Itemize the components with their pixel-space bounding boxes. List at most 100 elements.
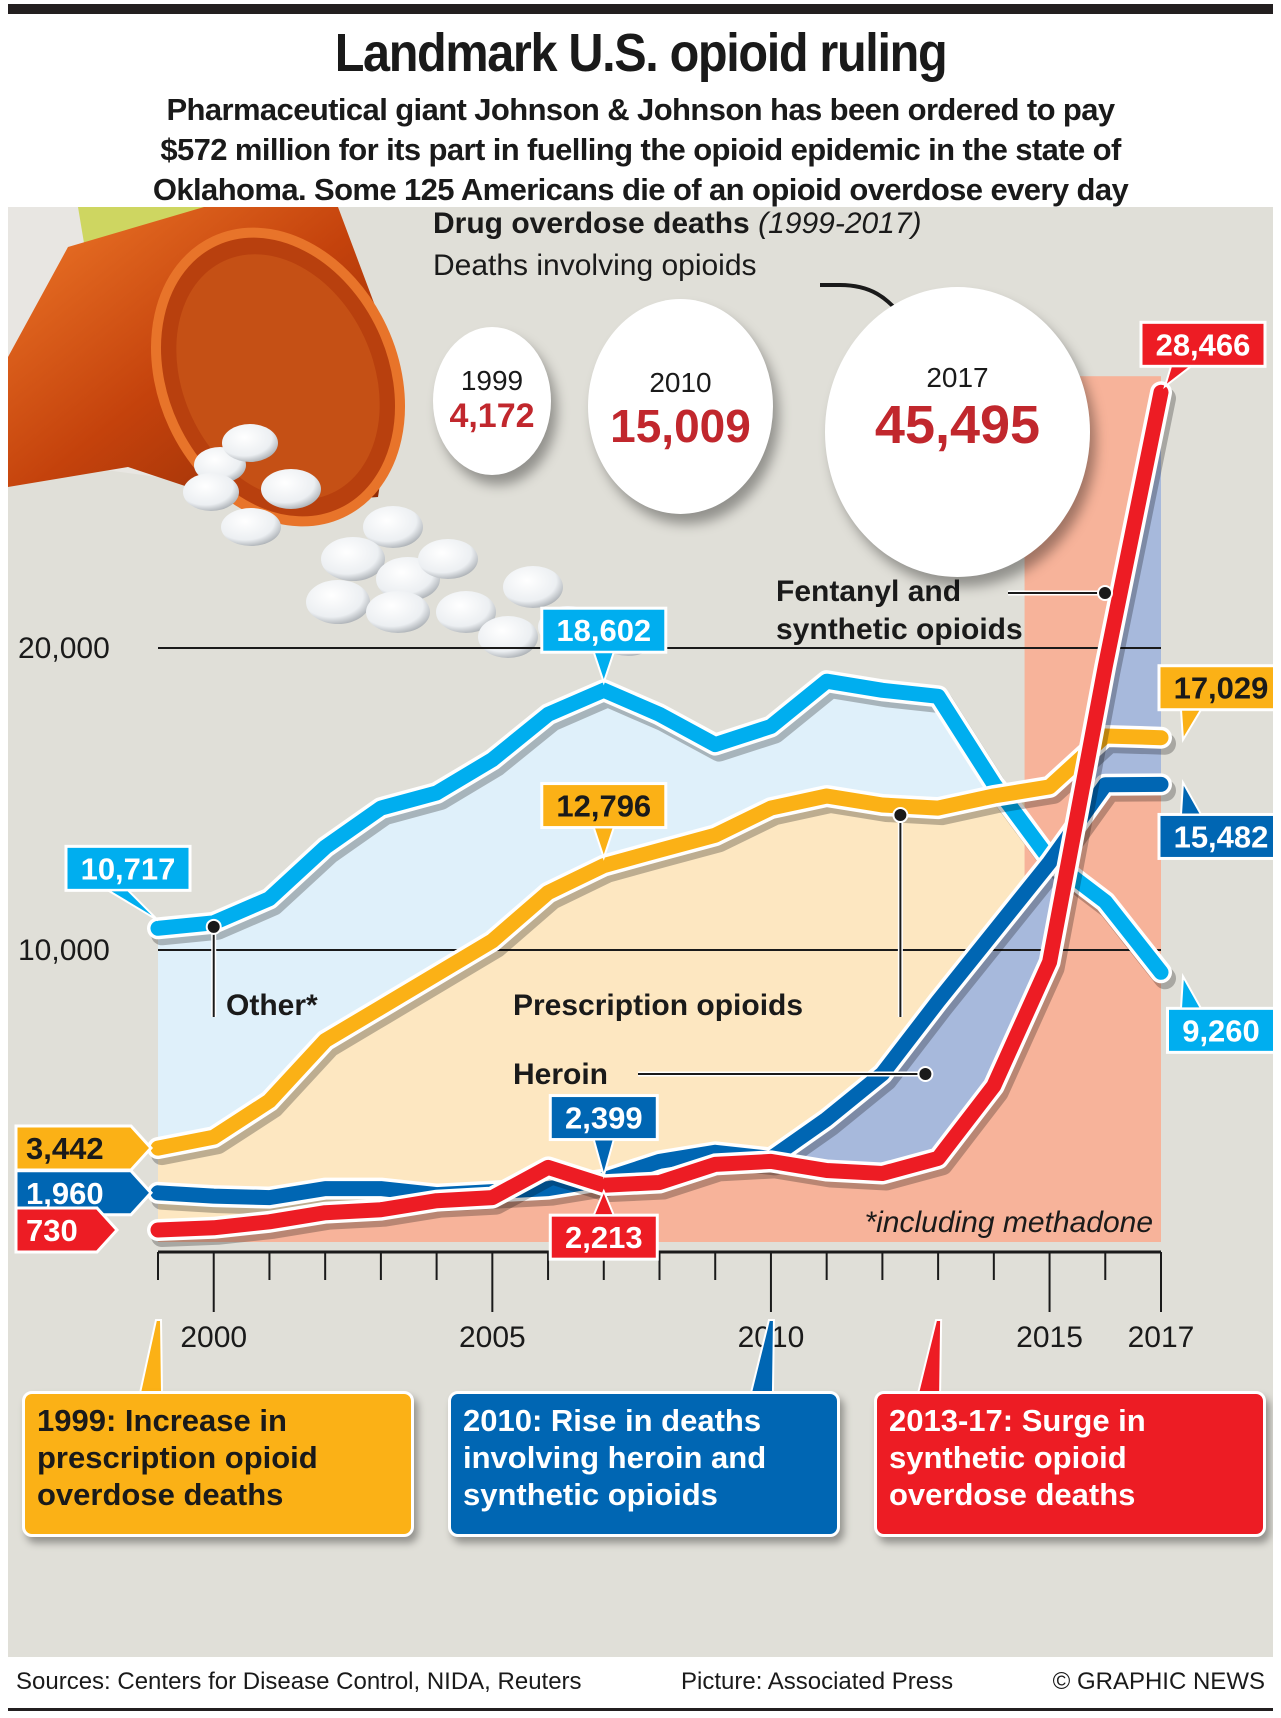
data-label-text: 10,717 (81, 851, 176, 886)
x-tick-label: 2015 (1016, 1321, 1083, 1354)
circle-year: 1999 (460, 365, 524, 396)
footer: Sources: Centers for Disease Control, NI… (8, 1668, 1273, 1696)
footnote: *including methadone (864, 1206, 1153, 1239)
circle-value: 45,495 (874, 395, 1041, 455)
summary-period: (1999-2017) (758, 207, 922, 240)
data-label-text: 2,399 (565, 1101, 643, 1136)
annotation-prescription: Prescription opioids (513, 989, 803, 1022)
data-label-pointer (592, 651, 616, 686)
data-label-other-1999: 10,717 (64, 844, 192, 922)
data-label-pointer (1179, 972, 1203, 1010)
circle-value: 4,172 (449, 397, 535, 435)
subtitle-line: Oklahoma. Some 125 Americans die of an o… (152, 172, 1129, 207)
data-label-pointer (592, 1138, 616, 1180)
callout-synthetic: 2013-17: Surge in synthetic opioid overd… (874, 1391, 1266, 1537)
data-label-synthetic-2017: 28,466 (1139, 320, 1267, 390)
data-label-text: 18,602 (556, 613, 651, 648)
data-label-prescription-2007: 12,796 (540, 782, 668, 861)
callout-heroin: 2010: Rise in deaths involving heroin an… (448, 1391, 840, 1537)
data-label-synthetic-2007: 2,213 (548, 1188, 659, 1261)
callout-line: synthetic opioid (889, 1440, 1127, 1475)
data-label-pointer (1179, 779, 1203, 816)
circle-year: 2017 (926, 362, 989, 393)
sources: Sources: Centers for Disease Control, NI… (16, 1668, 582, 1695)
annotation-synthetic-line2: synthetic opioids (776, 613, 1023, 646)
subtitle-line: $572 million for its part in fuelling th… (160, 132, 1121, 167)
leader-dot (892, 807, 909, 824)
data-label-box (14, 1206, 120, 1254)
data-label-heroin-1999: 1,960 (14, 1169, 154, 1217)
data-label-text: 2,213 (565, 1220, 643, 1255)
data-label-pointer (592, 1188, 616, 1217)
data-label-text: 1,960 (26, 1176, 104, 1211)
summary-heading: Drug overdose deaths (1999-2017) (433, 207, 922, 241)
leader-dot (1097, 585, 1113, 601)
circle-1999: 1999 4,172 (433, 327, 551, 475)
data-label-text: 17,029 (1174, 671, 1269, 706)
pills (183, 424, 658, 658)
data-label-pointer (1179, 708, 1203, 743)
callout-pointer-synthetic (916, 1319, 943, 1394)
annotation-synthetic-line1: Fentanyl and (776, 575, 961, 608)
series-line-prescription (150, 728, 1169, 1156)
bottom-rule (8, 1708, 1273, 1711)
x-tick-label: 2000 (180, 1321, 247, 1354)
data-label-other-2007: 18,602 (540, 606, 668, 686)
data-label-text: 12,796 (556, 789, 651, 824)
area-synthetic (158, 392, 1161, 1242)
summary-title: Drug overdose deaths (433, 207, 750, 240)
x-tick-label: 2005 (459, 1321, 526, 1354)
data-label-prescription-2017: 17,029 (1157, 664, 1273, 743)
y-tick-label: 20,000 (18, 632, 110, 665)
callout-line: 2013-17: Surge in (889, 1403, 1146, 1438)
picture-credit: Picture: Associated Press (681, 1668, 954, 1695)
callout-pointer-prescription (138, 1319, 164, 1394)
data-label-box (14, 1124, 154, 1172)
data-label-box (1166, 1006, 1273, 1054)
leader-dot (205, 918, 222, 935)
data-label-text: 730 (26, 1213, 78, 1248)
copyright: © GRAPHIC NEWS (1052, 1668, 1265, 1695)
circle-year: 2010 (649, 367, 712, 398)
annotation-other: Other* (226, 989, 318, 1022)
y-tick-label: 10,000 (18, 934, 110, 967)
series-line-synthetic (150, 384, 1169, 1238)
data-label-other-2017: 9,260 (1166, 972, 1273, 1054)
series-line-heroin (150, 776, 1169, 1206)
callout-line: 1999: Increase in (37, 1403, 287, 1438)
data-label-text: 3,442 (26, 1131, 104, 1166)
callout-line: prescription opioid (37, 1440, 318, 1475)
summary-subheading: Deaths involving opioids (433, 249, 757, 282)
data-label-prescription-1999: 3,442 (14, 1124, 154, 1172)
data-label-box (1157, 812, 1273, 860)
page-title: Landmark U.S. opioid ruling (334, 23, 948, 83)
circle-value: 15,009 (610, 400, 751, 452)
annotation-heroin: Heroin (513, 1058, 608, 1091)
callout-line: overdose deaths (37, 1477, 284, 1512)
data-label-pointer (104, 889, 159, 922)
callout-line: 2010: Rise in deaths (463, 1403, 762, 1438)
callout-line: involving heroin and (463, 1440, 767, 1475)
data-label-pointer (592, 826, 616, 861)
graphic-panel: 10,000 20,000 2000 2005 2010 2015 2017 3,442 1,9… (8, 207, 1273, 1657)
data-label-box (1157, 664, 1273, 712)
pill-bottle-image (8, 207, 658, 658)
data-label-heroin-2007: 2,399 (548, 1094, 659, 1180)
data-label-pointer (1163, 365, 1194, 390)
data-label-box (1139, 320, 1267, 368)
x-tick-label: 2017 (1128, 1321, 1195, 1354)
top-rule (8, 4, 1273, 14)
callout-prescription: 1999: Increase in prescription opioid ov… (22, 1391, 414, 1537)
subtitle: Pharmaceutical giant Johnson & Johnson h… (40, 90, 1241, 210)
callout-line: synthetic opioids (463, 1477, 718, 1512)
data-label-text: 9,260 (1182, 1013, 1260, 1048)
data-label-text: 15,482 (1174, 819, 1269, 854)
series-line-other (150, 673, 1169, 980)
data-label-heroin-2017: 15,482 (1157, 779, 1273, 860)
data-label-synthetic-1999: 730 (14, 1206, 120, 1254)
circle-2017: 2017 45,495 (825, 287, 1090, 577)
leader-dot (917, 1066, 934, 1082)
data-label-text: 28,466 (1156, 327, 1251, 362)
overdose-chart: 10,000 20,000 2000 2005 2010 2015 2017 3,442 1,9… (14, 320, 1273, 1394)
data-label-box (548, 1094, 659, 1142)
